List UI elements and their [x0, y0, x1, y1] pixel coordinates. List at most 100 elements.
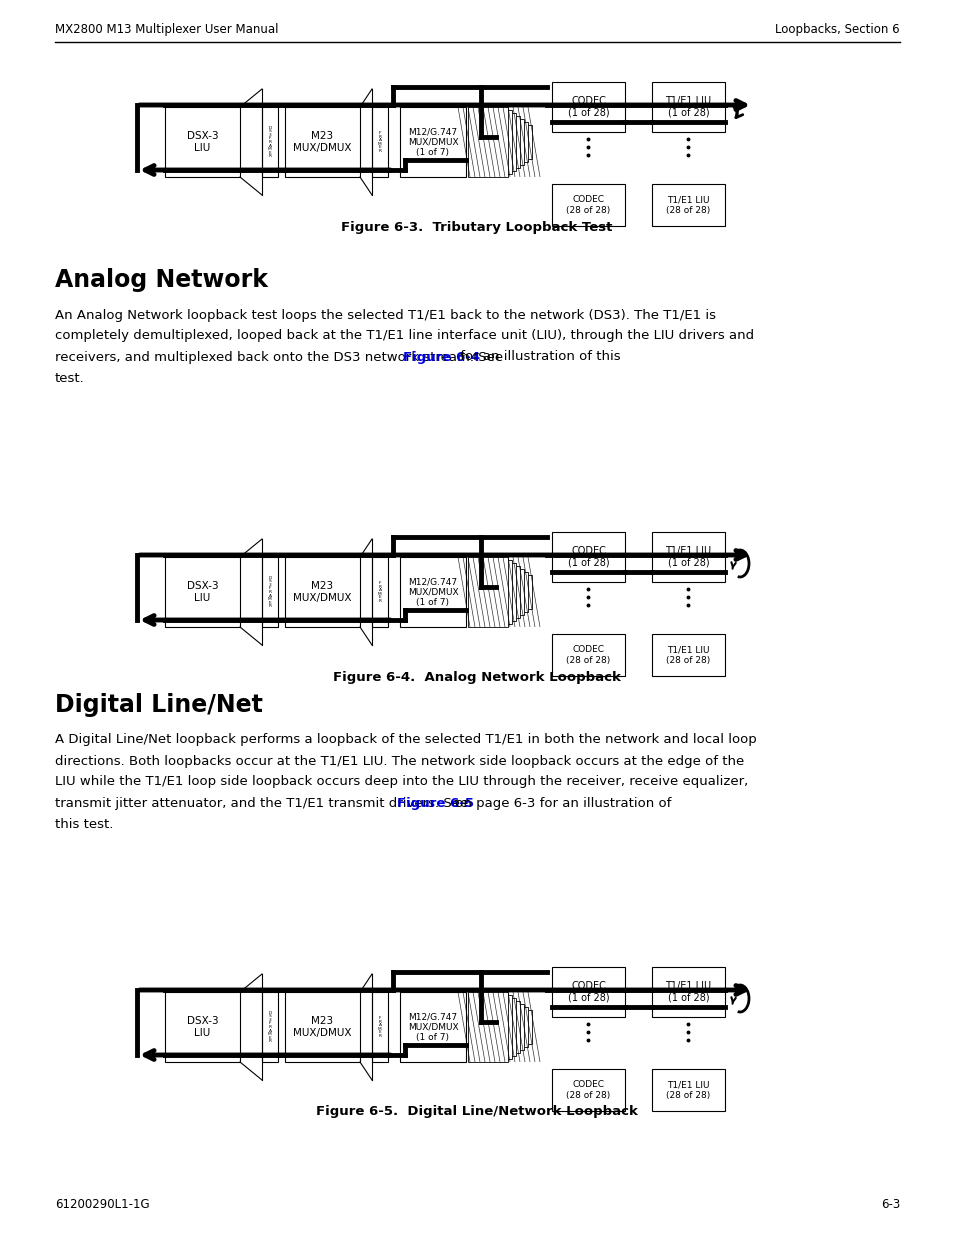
Text: DSX-3
LIU: DSX-3 LIU	[187, 1016, 218, 1037]
Text: M23
MUX/DMUX: M23 MUX/DMUX	[293, 131, 352, 153]
Bar	[479, 1002, 519, 1053]
Bar	[165, 992, 240, 1062]
Bar	[651, 1070, 724, 1112]
Bar	[372, 992, 388, 1062]
Text: 6-3: 6-3	[880, 1198, 899, 1212]
Text: on page 6-3 for an illustration of: on page 6-3 for an illustration of	[451, 797, 671, 809]
Bar	[488, 122, 527, 162]
Text: T1/E1 LIU
(28 of 28): T1/E1 LIU (28 of 28)	[666, 195, 710, 215]
Text: directions. Both loopbacks occur at the T1/E1 LIU. The network side loopback occ: directions. Both loopbacks occur at the …	[55, 755, 743, 767]
Text: Digital Line/Net: Digital Line/Net	[55, 693, 263, 718]
Text: DSX-3
LIU: DSX-3 LIU	[187, 582, 218, 603]
Bar	[285, 107, 359, 177]
Text: T1/E1 LIU
(1 of 28): T1/E1 LIU (1 of 28)	[665, 981, 711, 1003]
Text: CODEC
(28 of 28): CODEC (28 of 28)	[566, 1081, 610, 1099]
Bar	[165, 107, 240, 177]
Text: M23
MUX/DMUX: M23 MUX/DMUX	[293, 582, 352, 603]
Bar	[552, 82, 624, 132]
Bar	[479, 566, 519, 618]
Text: T1/E1 LIU
(28 of 28): T1/E1 LIU (28 of 28)	[666, 646, 710, 664]
Bar	[492, 576, 532, 609]
Text: Figure 6-4: Figure 6-4	[402, 351, 479, 363]
Text: LIU while the T1/E1 loop side loopback occurs deep into the LIU through the rece: LIU while the T1/E1 loop side loopback o…	[55, 776, 747, 788]
Text: MX2800 M13 Multiplexer User Manual: MX2800 M13 Multiplexer User Manual	[55, 23, 278, 37]
Text: completely demultiplexed, looped back at the T1/E1 line interface unit (LIU), th: completely demultiplexed, looped back at…	[55, 330, 753, 342]
Text: F
R
A
M
E
R: F R A M E R	[377, 131, 381, 153]
Text: for an illustration of this: for an illustration of this	[456, 351, 620, 363]
Text: CODEC
(1 of 28): CODEC (1 of 28)	[567, 981, 609, 1003]
Bar	[262, 107, 277, 177]
Text: M12/G.747
MUX/DMUX
(1 of 7): M12/G.747 MUX/DMUX (1 of 7)	[407, 127, 457, 157]
Bar	[468, 107, 532, 177]
Text: Loopbacks, Section 6: Loopbacks, Section 6	[775, 23, 899, 37]
Bar	[372, 557, 388, 627]
Bar	[488, 572, 527, 613]
Bar	[492, 125, 532, 159]
Bar	[399, 107, 465, 177]
Bar	[372, 107, 388, 177]
Bar	[476, 563, 516, 621]
Text: M23
MUX/DMUX: M23 MUX/DMUX	[293, 1016, 352, 1037]
Bar	[472, 110, 512, 174]
Text: Figure 6-4.  Analog Network Loopback: Figure 6-4. Analog Network Loopback	[333, 671, 620, 683]
Text: CODEC
(28 of 28): CODEC (28 of 28)	[566, 646, 610, 664]
Bar	[468, 992, 532, 1062]
Text: T1/E1 LIU
(1 of 28): T1/E1 LIU (1 of 28)	[665, 546, 711, 568]
Text: M12/G.747
MUX/DMUX
(1 of 7): M12/G.747 MUX/DMUX (1 of 7)	[407, 1013, 457, 1042]
Bar	[472, 995, 512, 1058]
Text: CODEC
(1 of 28): CODEC (1 of 28)	[567, 96, 609, 117]
Bar	[262, 992, 277, 1062]
Bar	[552, 532, 624, 582]
Bar	[552, 184, 624, 226]
Text: this test.: this test.	[55, 818, 113, 830]
Bar	[165, 557, 240, 627]
Bar	[476, 998, 516, 1056]
Bar	[552, 1070, 624, 1112]
Text: D
S
3
F
R
A
M
E
R: D S 3 F R A M E R	[268, 1010, 272, 1044]
Text: T1/E1 LIU
(1 of 28): T1/E1 LIU (1 of 28)	[665, 96, 711, 117]
Bar	[651, 634, 724, 676]
Bar	[483, 1004, 523, 1050]
Bar	[262, 557, 277, 627]
Text: T1/E1 LIU
(28 of 28): T1/E1 LIU (28 of 28)	[666, 1081, 710, 1099]
Text: Figure 6-5.  Digital Line/Network Loopback: Figure 6-5. Digital Line/Network Loopbac…	[315, 1105, 638, 1119]
Bar	[651, 184, 724, 226]
Bar	[468, 107, 507, 177]
Bar	[479, 116, 519, 168]
Bar	[651, 532, 724, 582]
Text: F
R
A
M
E
R: F R A M E R	[377, 582, 381, 603]
Text: D
S
3
F
R
A
M
E
R: D S 3 F R A M E R	[268, 126, 272, 158]
Text: test.: test.	[55, 372, 85, 384]
Bar	[552, 967, 624, 1016]
Text: A Digital Line/Net loopback performs a loopback of the selected T1/E1 in both th: A Digital Line/Net loopback performs a l…	[55, 734, 756, 746]
Text: D
S
3
F
R
A
M
E
R: D S 3 F R A M E R	[268, 576, 272, 608]
Bar	[651, 967, 724, 1016]
Bar	[492, 1010, 532, 1044]
Bar	[483, 119, 523, 165]
Bar	[399, 557, 465, 627]
Text: M12/G.747
MUX/DMUX
(1 of 7): M12/G.747 MUX/DMUX (1 of 7)	[407, 577, 457, 606]
Text: An Analog Network loopback test loops the selected T1/E1 back to the network (DS: An Analog Network loopback test loops th…	[55, 309, 716, 321]
Bar	[285, 992, 359, 1062]
Text: Figure 6-5: Figure 6-5	[397, 797, 474, 809]
Text: transmit jitter attenuator, and the T1/E1 transmit drivers. See: transmit jitter attenuator, and the T1/E…	[55, 797, 472, 809]
Text: Figure 6-3.  Tributary Loopback Test: Figure 6-3. Tributary Loopback Test	[341, 221, 612, 233]
Text: 61200290L1-1G: 61200290L1-1G	[55, 1198, 150, 1212]
Bar	[476, 112, 516, 170]
Text: CODEC
(1 of 28): CODEC (1 of 28)	[567, 546, 609, 568]
Bar	[399, 992, 465, 1062]
Bar	[468, 992, 507, 1062]
Bar	[488, 1007, 527, 1047]
Bar	[468, 557, 532, 627]
Bar	[651, 82, 724, 132]
Text: receivers, and multiplexed back onto the DS3 network stream. See: receivers, and multiplexed back onto the…	[55, 351, 507, 363]
Bar	[472, 559, 512, 624]
Bar	[552, 634, 624, 676]
Text: F
R
A
M
E
R: F R A M E R	[377, 1016, 381, 1037]
Text: Analog Network: Analog Network	[55, 268, 268, 291]
Bar	[285, 557, 359, 627]
Bar	[483, 569, 523, 615]
Text: DSX-3
LIU: DSX-3 LIU	[187, 131, 218, 153]
Text: CODEC
(28 of 28): CODEC (28 of 28)	[566, 195, 610, 215]
Bar	[468, 557, 507, 627]
